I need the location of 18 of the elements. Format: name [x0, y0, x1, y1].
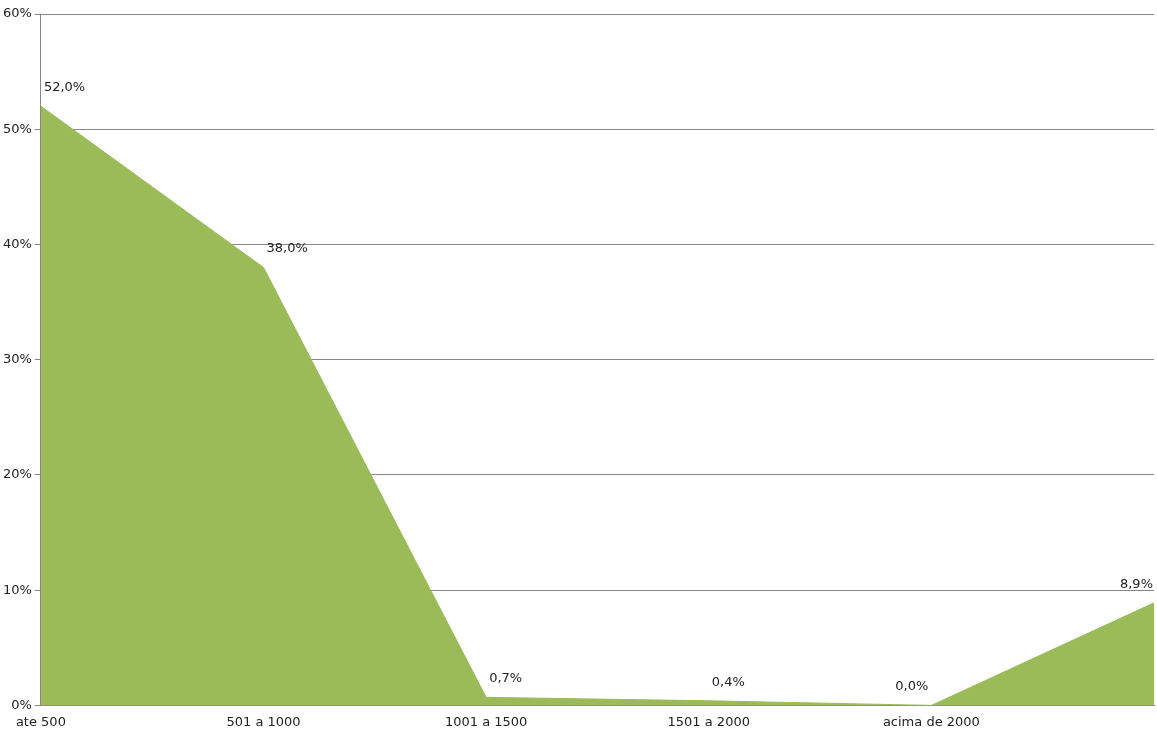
y-tick-label: 30%: [2, 351, 32, 367]
x-tick-label: 501 a 1000: [226, 713, 301, 729]
x-tick-label: acima de 2000: [882, 713, 980, 729]
data-label: 0,4%: [711, 673, 745, 689]
data-label: 8,9%: [1119, 575, 1153, 591]
data-label: 38,0%: [266, 240, 308, 256]
data-label: 0,7%: [489, 670, 523, 686]
x-tick-label: 1501 a 2000: [667, 713, 750, 729]
y-tick-label: 40%: [2, 235, 32, 251]
y-tick-label: 60%: [2, 5, 32, 21]
y-tick-label: 10%: [2, 581, 32, 597]
data-label: 0,0%: [895, 678, 929, 694]
data-label: 52,0%: [43, 79, 86, 95]
x-tick-label: ate 500: [15, 713, 66, 729]
x-tick-label: 1001 a 1500: [444, 713, 528, 729]
y-tick-label: 50%: [2, 120, 32, 136]
y-tick-label: 0%: [11, 696, 32, 712]
y-tick-label: 20%: [2, 466, 32, 482]
